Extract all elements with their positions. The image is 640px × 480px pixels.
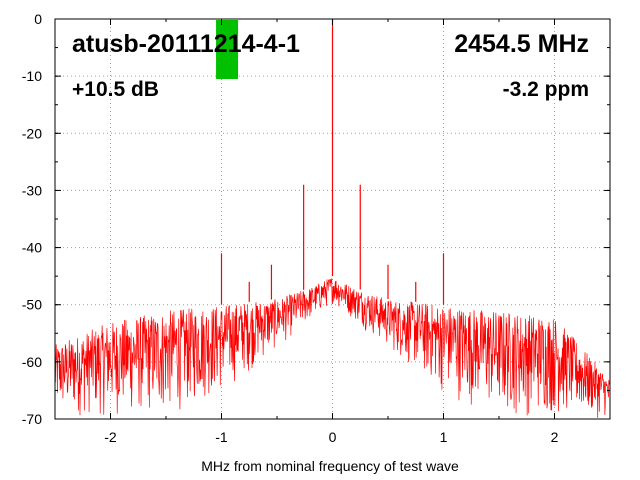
- y-tick-label: -10: [22, 68, 42, 84]
- device-label: atusb-20111214-4-1: [72, 30, 300, 58]
- frequency-label: 2454.5 MHz: [454, 30, 589, 58]
- x-tick-label: -1: [215, 429, 228, 445]
- offset-label: -3.2 ppm: [503, 78, 589, 101]
- level-bar: [216, 20, 239, 79]
- axis-ticks: -2 -1 0 1 20-10-20-30-40-50-60-70: [22, 11, 611, 445]
- y-tick-label: -70: [22, 411, 42, 427]
- y-tick-label: -40: [22, 240, 42, 256]
- x-tick-label: -2: [104, 429, 117, 445]
- y-tick-label: -20: [22, 125, 42, 141]
- spectrum-line: [54, 278, 611, 418]
- spectrum-series: [54, 19, 611, 418]
- y-tick-label: 0: [34, 11, 42, 27]
- power-label: +10.5 dB: [72, 78, 159, 101]
- x-tick-label: 0: [329, 429, 337, 445]
- y-tick-label: -50: [22, 297, 42, 313]
- x-axis-label: MHz from nominal frequency of test wave: [201, 458, 459, 474]
- y-tick-label: -60: [22, 354, 42, 370]
- y-tick-label: -30: [22, 182, 42, 198]
- x-tick-label: 2: [551, 429, 559, 445]
- x-tick-label: 1: [440, 429, 448, 445]
